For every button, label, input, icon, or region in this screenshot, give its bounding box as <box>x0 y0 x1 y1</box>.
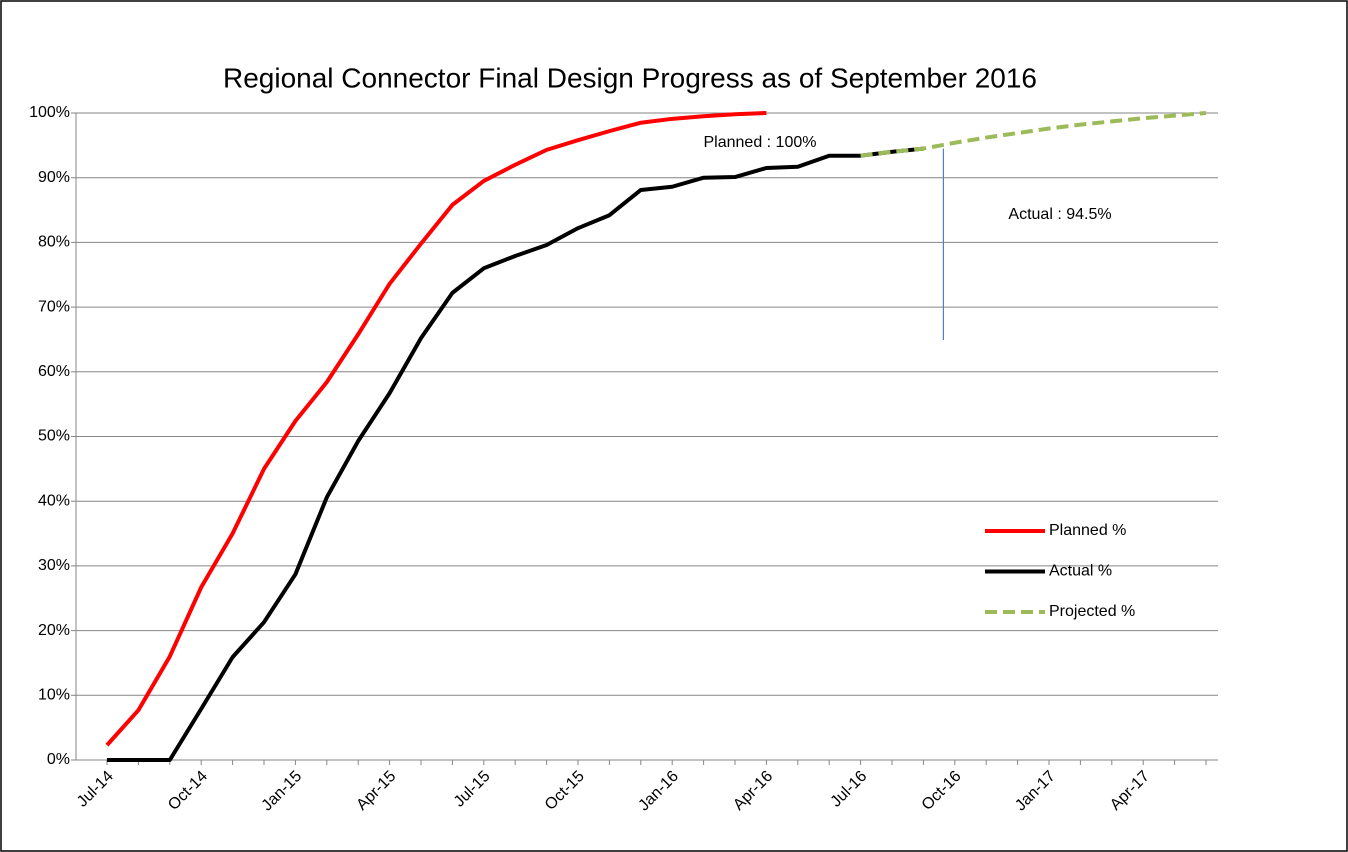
y-tick-label: 30% <box>38 557 70 574</box>
y-tick-label: 0% <box>47 751 70 768</box>
annotation: Actual : 94.5% <box>1008 206 1111 223</box>
y-tick-label: 60% <box>38 363 70 380</box>
data-line <box>107 146 924 762</box>
legend-label: Projected % <box>1049 603 1135 620</box>
data-line <box>105 111 767 747</box>
chart-title: Regional Connector Final Design Progress… <box>223 62 1037 93</box>
y-tick-label: 90% <box>38 169 70 186</box>
y-tick-label: 100% <box>29 104 70 121</box>
y-tick-label: 40% <box>38 492 70 509</box>
y-tick-label: 70% <box>38 298 70 315</box>
y-tick-label: 10% <box>38 687 70 704</box>
y-tick-label: 20% <box>38 622 70 639</box>
legend-label: Actual % <box>1049 563 1112 580</box>
y-tick-label: 50% <box>38 428 70 445</box>
y-tick-label: 80% <box>38 234 70 251</box>
data-line <box>860 111 1207 158</box>
annotation: Planned : 100% <box>704 134 817 151</box>
legend-label: Planned % <box>1049 522 1126 539</box>
